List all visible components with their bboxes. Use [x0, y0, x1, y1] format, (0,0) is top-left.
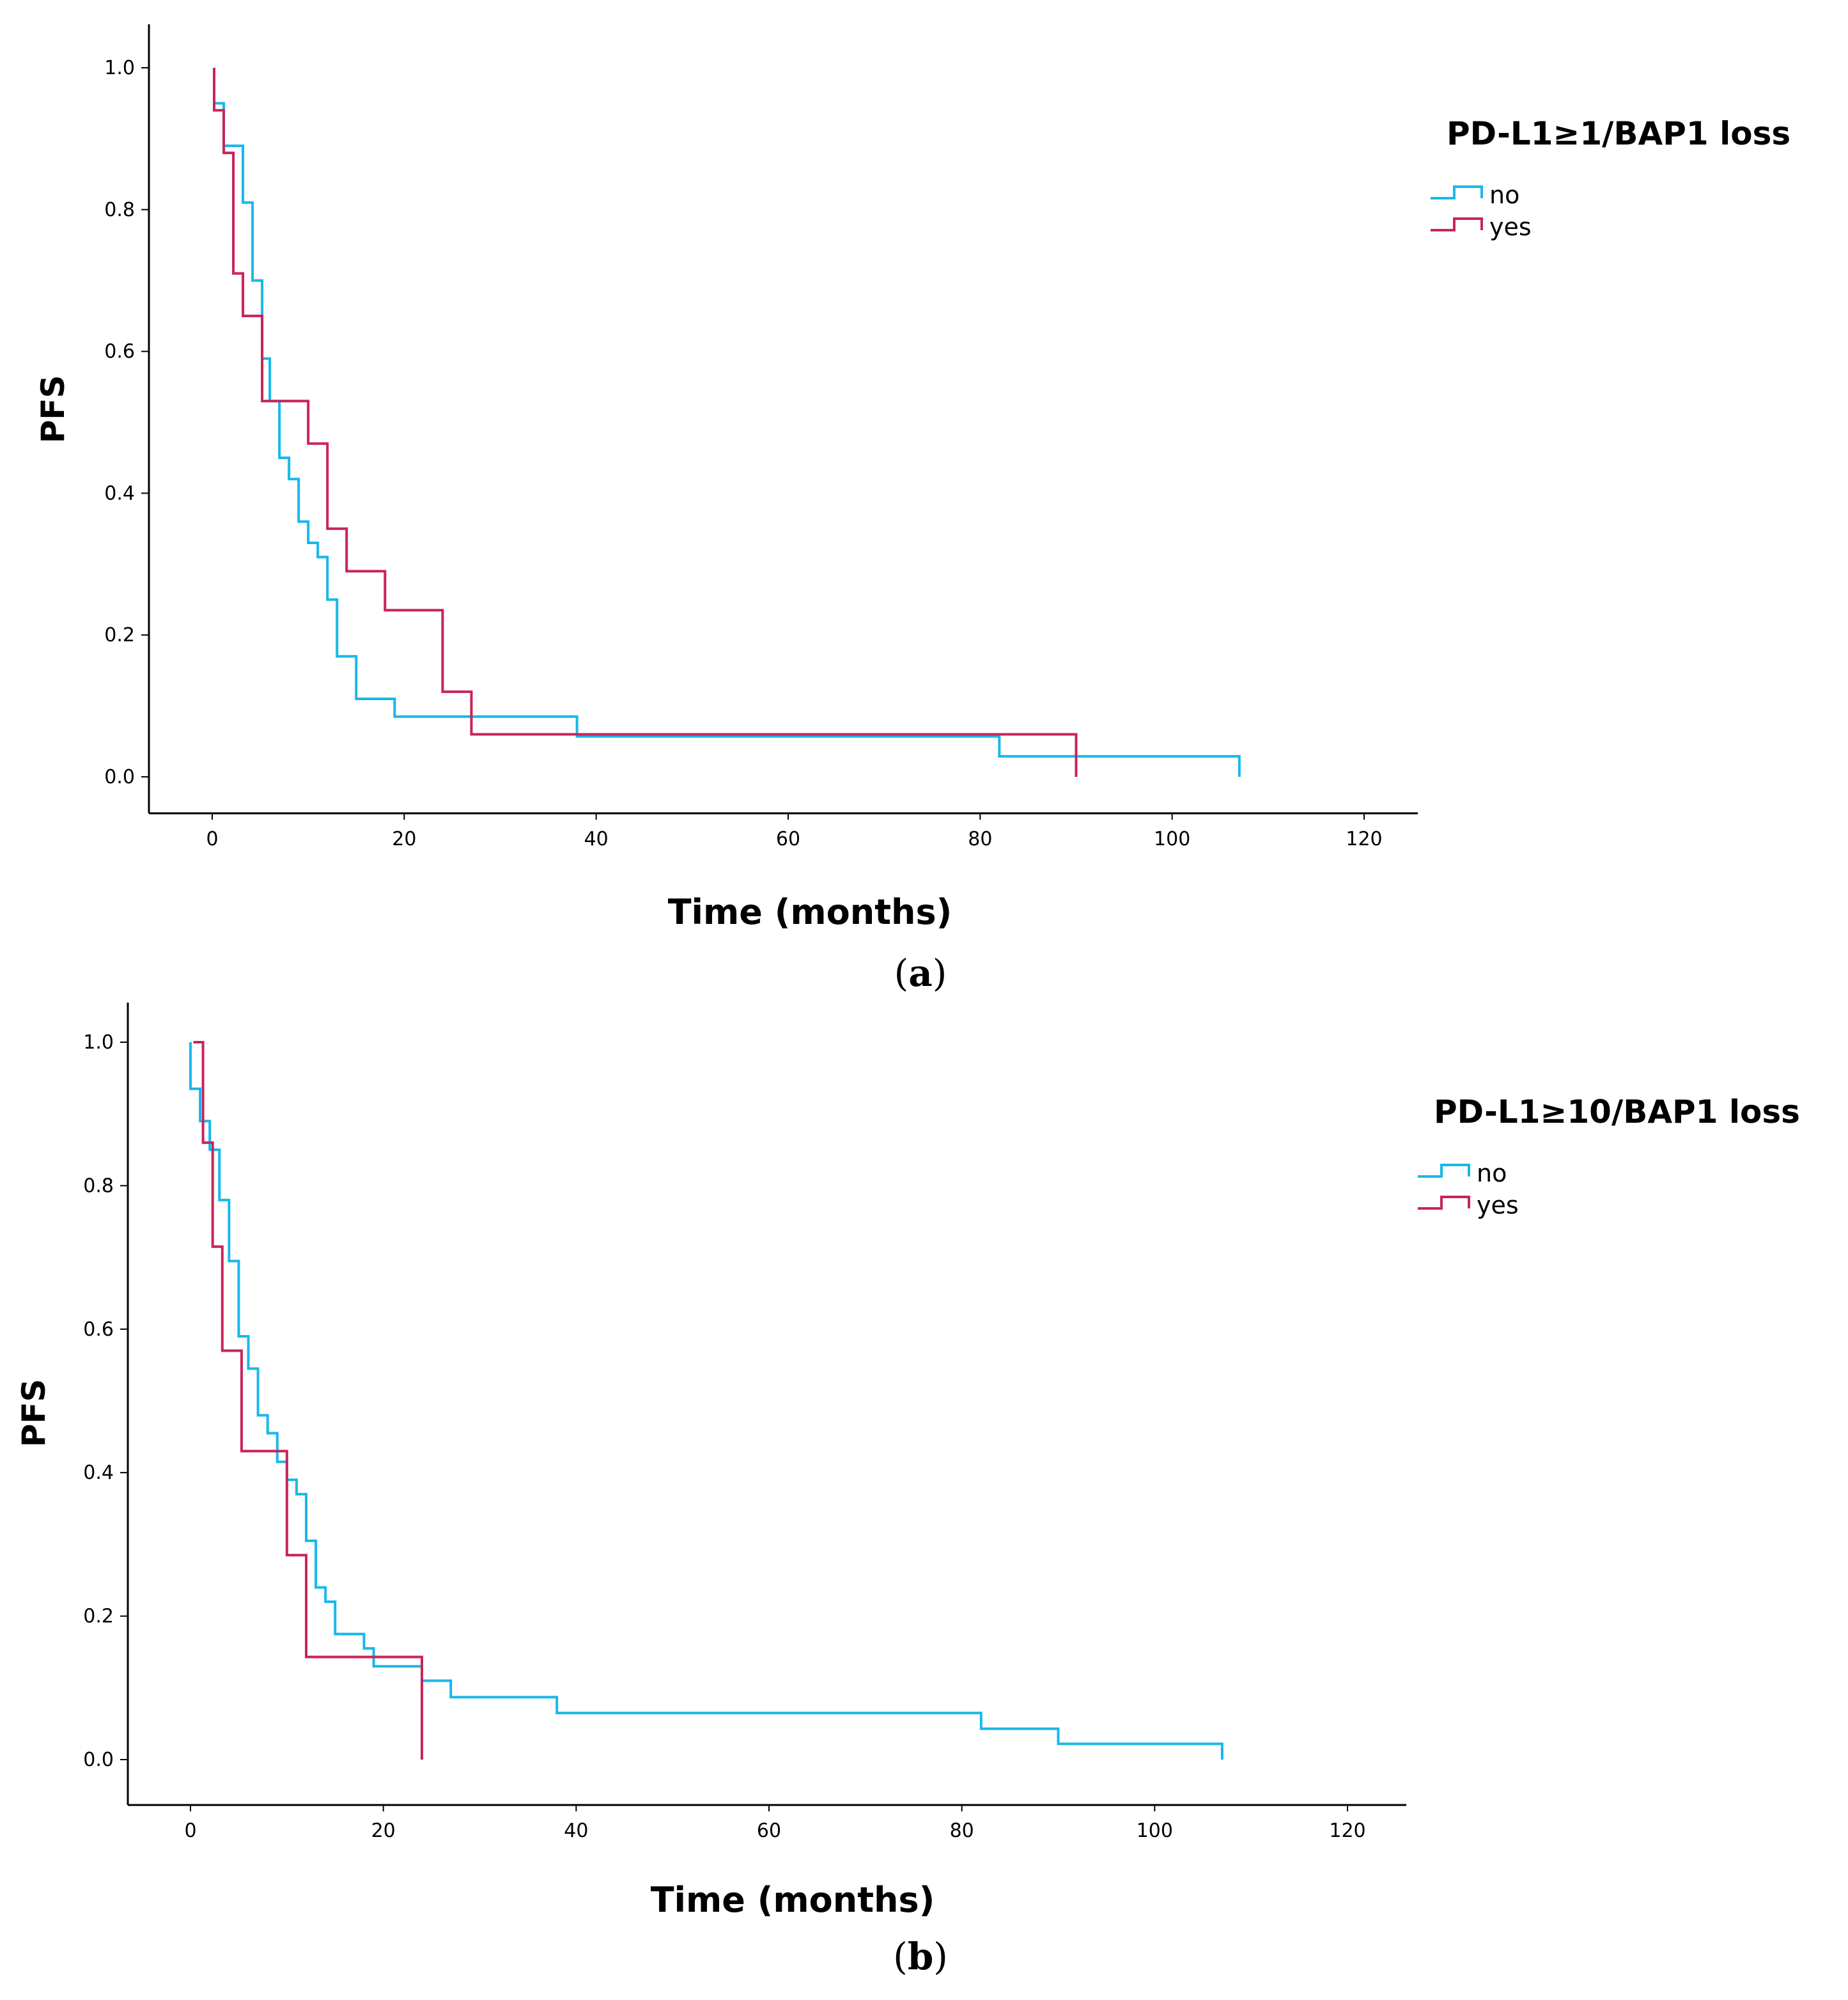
panel-a-legend-label-no: no	[1489, 181, 1519, 209]
panel-b-x-tick-label-0: 0	[184, 1820, 196, 1842]
panel-a-x-tick-label-3: 60	[776, 828, 800, 850]
panel-b-x-label: Time (months)	[651, 1880, 935, 1920]
panel-a-legend-swatch-yes	[1431, 217, 1483, 231]
panel-a-series-yes	[213, 68, 1078, 777]
panel-b-x-tick-label-3: 60	[757, 1820, 781, 1842]
panel-a-x-label: Time (months)	[668, 892, 952, 932]
panel-a-legend: PD-L1≥1/BAP1 loss no yes	[1431, 115, 1790, 241]
panel-b-y-tick-label-3: 0.6	[83, 1318, 114, 1341]
panel-a-x-tick-label-2: 40	[584, 828, 609, 850]
panel-b-x-tick-label-5: 100	[1137, 1820, 1173, 1842]
panel-b-series-no	[189, 1042, 1223, 1760]
panel-b-y-tick-label-2: 0.4	[83, 1462, 114, 1484]
panel-b-y-tick-label-4: 0.8	[83, 1175, 114, 1197]
panel-a-y-tick-label-2: 0.4	[104, 482, 135, 504]
panel-b-legend-swatch-yes	[1418, 1196, 1470, 1210]
panel-b-y-tick-label-0: 0.0	[83, 1749, 114, 1771]
panel-b: 0.0 0.2 0.4 0.6 0.8 1.0 0 20 40 60 80 100 120 PFS T…	[15, 1003, 1800, 1978]
panel-a-x-tick-label-6: 120	[1346, 828, 1382, 850]
panel-a: 0.0 0.2 0.4 0.6 0.8 1.0 0 20 40 60 80 100 120 PFS T…	[35, 24, 1790, 995]
panel-b-legend-title: PD-L1≥10/BAP1 loss	[1434, 1093, 1800, 1130]
panel-b-x-tick-label-2: 40	[564, 1820, 588, 1842]
panel-a-caption: (a)	[894, 951, 947, 995]
panel-b-legend-swatch-no	[1418, 1164, 1470, 1178]
panel-b-series-yes	[193, 1041, 423, 1760]
panel-a-x-tick-label-0: 0	[206, 828, 218, 850]
panel-a-series-no	[213, 68, 1241, 777]
panel-b-caption: (b)	[893, 1935, 948, 1978]
panel-a-legend-swatch-no	[1431, 185, 1483, 199]
panel-b-y-tick-label-1: 0.2	[83, 1605, 114, 1628]
panel-a-legend-title: PD-L1≥1/BAP1 loss	[1447, 115, 1790, 152]
panel-a-x-tick-label-5: 100	[1154, 828, 1190, 850]
panel-b-x-tick-label-1: 20	[371, 1820, 396, 1842]
panel-a-y-tick-label-4: 0.8	[104, 199, 135, 221]
panel-b-y-tick-label-5: 1.0	[83, 1031, 114, 1054]
panel-b-caption-letter: b	[908, 1935, 934, 1978]
panel-a-y-tick-label-0: 0.0	[104, 766, 135, 788]
panel-b-legend: PD-L1≥10/BAP1 loss no yes	[1418, 1093, 1800, 1219]
panel-b-y-label: PFS	[15, 1379, 52, 1448]
panel-b-legend-label-yes: yes	[1477, 1191, 1519, 1219]
panel-a-legend-label-yes: yes	[1489, 213, 1532, 241]
panel-b-x-tick-label-4: 80	[950, 1820, 974, 1842]
panel-a-x-tick-label-4: 80	[968, 828, 992, 850]
panel-a-caption-letter: a	[908, 951, 933, 995]
panel-b-x-tick-label-6: 120	[1329, 1820, 1365, 1842]
panel-a-y-label: PFS	[35, 375, 72, 444]
panel-a-y-tick-label-5: 1.0	[104, 57, 135, 79]
panel-a-x-tick-label-1: 20	[392, 828, 416, 850]
panel-b-legend-label-no: no	[1477, 1159, 1507, 1187]
panel-a-y-tick-label-1: 0.2	[104, 624, 135, 646]
panel-a-y-tick-label-3: 0.6	[104, 341, 135, 363]
